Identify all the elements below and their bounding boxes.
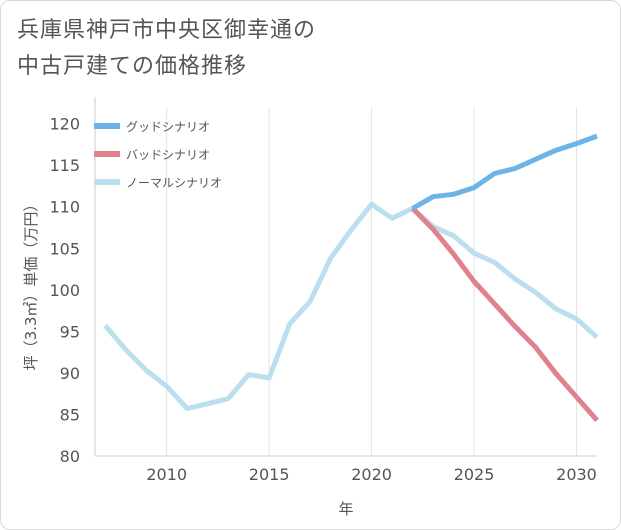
x-tick-label: 2030	[556, 465, 597, 484]
x-axis-label: 年	[338, 500, 353, 518]
chart-title-line-1: 兵庫県神戸市中央区御幸通の	[17, 18, 317, 43]
legend-item-good: グッドシナリオ	[94, 120, 210, 134]
y-tick-label: 80	[60, 447, 80, 466]
series-line-good	[411, 133, 598, 211]
y-tick-label: 115	[49, 156, 80, 175]
legend-label: グッドシナリオ	[126, 120, 210, 134]
y-tick-label: 90	[60, 364, 80, 383]
y-axis-label: 坪（3.3㎡）単価（万円）	[22, 197, 40, 371]
y-tick-label: 105	[49, 239, 80, 258]
y-tick-label: 95	[60, 322, 80, 341]
x-tick-label: 2020	[351, 465, 392, 484]
x-tick-label: 2025	[454, 465, 495, 484]
legend-item-normal: ノーマルシナリオ	[94, 176, 222, 190]
series-line-bad	[410, 206, 599, 422]
legend-label: バッドシナリオ	[126, 148, 210, 162]
x-tick-label: 2010	[146, 465, 187, 484]
x-tick-label: 2015	[249, 465, 290, 484]
chart-title: 兵庫県神戸市中央区御幸通の 中古戸建ての価格推移	[17, 13, 437, 85]
series-lines	[103, 133, 599, 422]
series-line-normal	[103, 201, 599, 412]
legend-label: ノーマルシナリオ	[126, 176, 222, 190]
y-tick-label: 85	[60, 405, 80, 424]
y-tick-label: 120	[49, 115, 80, 134]
chart-title-line-2: 中古戸建ての価格推移	[17, 54, 248, 79]
legend-item-bad: バッドシナリオ	[94, 148, 210, 162]
axis-labels: 年 坪（3.3㎡）単価（万円）	[22, 197, 354, 518]
y-tick-label: 110	[49, 198, 80, 217]
y-tick-label: 100	[49, 281, 80, 300]
